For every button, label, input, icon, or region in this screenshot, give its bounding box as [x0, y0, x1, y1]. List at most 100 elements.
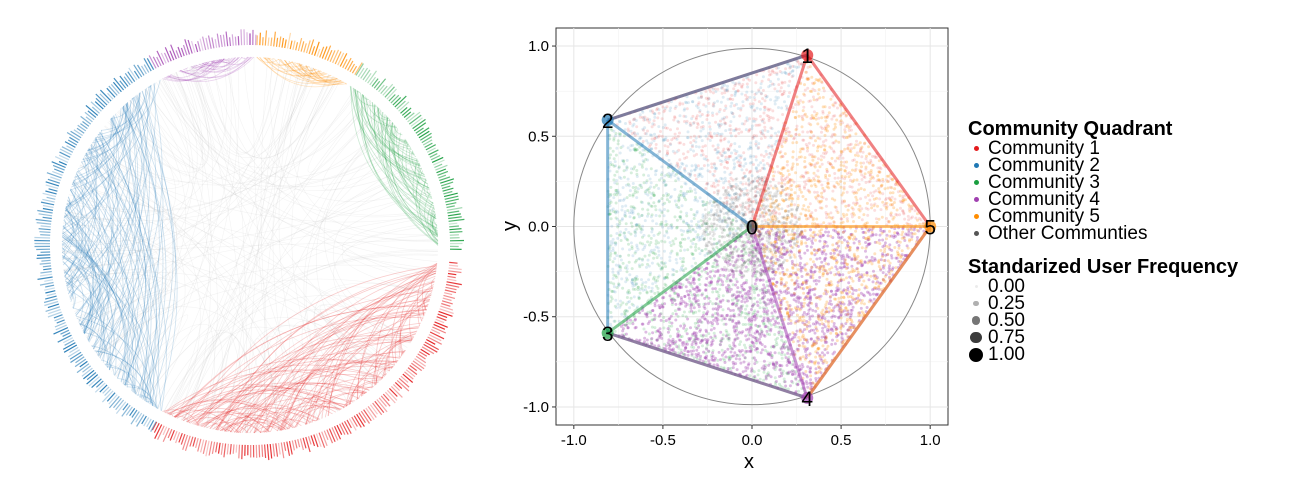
scatter-point: [613, 193, 616, 196]
scatter-point: [706, 310, 710, 314]
scatter-point: [621, 144, 625, 148]
chord-ring-tick: [297, 439, 301, 448]
scatter-point: [771, 116, 775, 120]
scatter-point: [789, 184, 793, 188]
scatter-point: [698, 172, 702, 176]
scatter-point: [710, 340, 714, 344]
scatter-point: [663, 106, 667, 110]
scatter-point: [647, 234, 651, 238]
scatter-point: [685, 332, 689, 336]
chord-ring-tick: [292, 40, 296, 50]
chord-link: [215, 270, 437, 431]
scatter-point: [795, 329, 799, 333]
scatter-point: [820, 127, 824, 130]
scatter-point: [907, 218, 911, 222]
scatter-point: [625, 267, 629, 271]
chord-link: [398, 299, 430, 359]
scatter-point: [619, 146, 623, 150]
scatter-point: [767, 70, 771, 73]
chord-ring-tick: [69, 351, 82, 360]
scatter-point: [830, 342, 834, 346]
chord-ring-tick: [129, 408, 136, 417]
scatter-point: [624, 302, 628, 306]
chord-ring-tick: [39, 281, 54, 286]
chord-link: [358, 391, 367, 399]
scatter-point: [752, 154, 756, 158]
scatter-point: [867, 180, 871, 184]
scatter-point: [742, 151, 746, 155]
scatter-point: [680, 161, 684, 165]
chord-link: [126, 386, 158, 409]
chord-ring-tick: [154, 424, 163, 439]
chord-link: [211, 58, 223, 63]
scatter-point: [747, 318, 751, 322]
scatter-point: [628, 306, 632, 310]
scatter-point: [660, 222, 664, 226]
scatter-point: [750, 90, 754, 94]
scatter-point: [734, 90, 738, 94]
chord-ring-tick: [202, 440, 207, 455]
scatter-point: [631, 282, 635, 286]
chord-ring-tick: [380, 85, 388, 94]
scatter-point: [696, 233, 700, 237]
scatter-point: [746, 363, 750, 367]
chord-link: [352, 87, 426, 178]
chord-ring-tick: [392, 96, 402, 106]
scatter-point: [800, 275, 804, 278]
scatter-point: [767, 117, 771, 121]
scatter-point: [689, 123, 693, 127]
scatter-point: [677, 196, 681, 200]
scatter-point: [631, 287, 635, 291]
scatter-point: [781, 155, 785, 159]
chord-link-other: [65, 61, 290, 284]
scatter-point: [684, 182, 688, 186]
scatter-point: [726, 290, 729, 294]
scatter-point: [611, 290, 614, 293]
scatter-point: [658, 223, 662, 226]
scatter-point: [672, 136, 676, 140]
scatter-point: [698, 109, 702, 112]
scatter-point: [636, 212, 640, 216]
scatter-point: [635, 196, 639, 200]
scatter-point: [784, 384, 788, 388]
scatter-point: [690, 117, 694, 121]
chord-ring-tick: [273, 31, 276, 47]
chord-link-other: [144, 253, 438, 401]
chord-ring-tick: [45, 181, 60, 187]
scatter-point: [681, 102, 685, 106]
chord-link-other: [72, 182, 437, 270]
chord-ring-tick: [437, 170, 449, 176]
scatter-point: [694, 245, 698, 249]
scatter-point: [803, 251, 807, 255]
scatter-point: [746, 85, 750, 89]
chord-link: [85, 152, 149, 397]
scatter-point: [775, 73, 779, 76]
scatter-point: [702, 302, 706, 306]
chord-link: [101, 359, 115, 375]
scatter-point: [731, 178, 735, 182]
scatter-point: [744, 187, 747, 190]
chord-link-other: [135, 65, 213, 395]
scatter-point: [634, 223, 638, 227]
scatter-point: [834, 265, 838, 269]
scatter-point: [682, 191, 686, 195]
scatter-point: [739, 106, 743, 110]
scatter-point: [652, 194, 656, 198]
chord-link: [223, 57, 230, 61]
scatter-point: [818, 206, 822, 210]
scatter-point: [806, 86, 810, 90]
scatter-point: [671, 267, 675, 271]
scatter-point: [678, 114, 682, 118]
scatter-point: [767, 108, 771, 112]
scatter-point: [628, 148, 632, 152]
scatter-point: [658, 306, 662, 310]
scatter-point: [727, 148, 730, 152]
scatter-point: [688, 121, 692, 125]
scatter-point: [692, 257, 696, 260]
scatter-point: [710, 228, 714, 231]
scatter-point: [853, 190, 857, 194]
scatter-point: [826, 114, 830, 117]
scatter-point: [772, 363, 776, 367]
scatter-point: [695, 223, 699, 227]
chord-link: [62, 225, 94, 334]
